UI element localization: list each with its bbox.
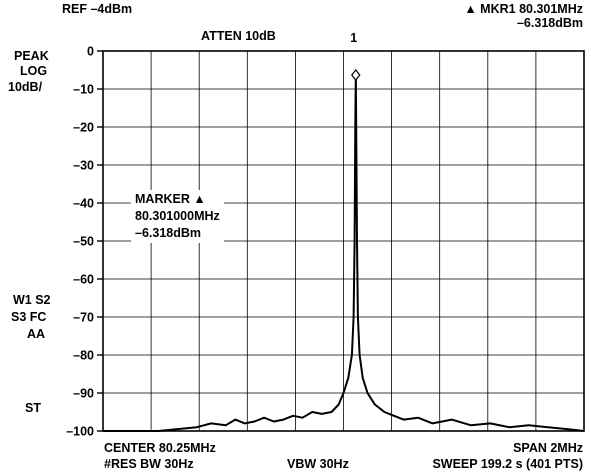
scale-type-label: LOG [20,64,48,78]
reference-level-label: REF –4dBm [62,2,133,16]
y-tick-label: –70 [73,311,94,325]
marker-info-frequency: 80.301000MHz [135,209,220,223]
marker-info-amplitude: –6.318dBm [135,226,202,240]
trace-status-w1s2: W1 S2 [13,293,51,307]
attenuation-label: ATTEN 10dB [201,29,276,43]
y-tick-label: –20 [73,121,94,135]
center-frequency-label: CENTER 80.25MHz [104,441,216,455]
scale-per-division-label: 10dB/ [8,80,43,94]
sweep-time-flag: ST [25,401,41,415]
marker-number-label: 1 [350,31,357,45]
y-tick-label: 0 [87,45,94,59]
spectrum-trace [103,74,585,432]
marker-info-box: MARKER ▲ 80.301000MHz –6.318dBm [131,190,224,243]
y-tick-label: –100 [66,425,94,439]
span-label: SPAN 2MHz [513,441,583,455]
y-tick-label: –30 [73,159,94,173]
y-tick-label: –80 [73,349,94,363]
video-bandwidth-label: VBW 30Hz [287,457,349,471]
marker-readout-amplitude: –6.318dBm [516,16,583,30]
marker-readout-frequency: ▲ MKR1 80.301MHz [464,2,583,16]
trace-status-aa: AA [27,327,46,341]
detector-mode-label: PEAK [14,49,49,63]
y-tick-label: –10 [73,83,94,97]
sweep-label: SWEEP 199.2 s (401 PTS) [432,457,583,471]
marker-diamond [350,69,361,81]
y-tick-label: –90 [73,387,94,401]
y-tick-label: –50 [73,235,94,249]
y-tick-label: –60 [73,273,94,287]
trace-status-s3fc: S3 FC [11,310,47,324]
y-tick-label: –40 [73,197,94,211]
marker-info-title: MARKER ▲ [135,192,206,206]
resolution-bandwidth-label: #RES BW 30Hz [104,457,194,471]
